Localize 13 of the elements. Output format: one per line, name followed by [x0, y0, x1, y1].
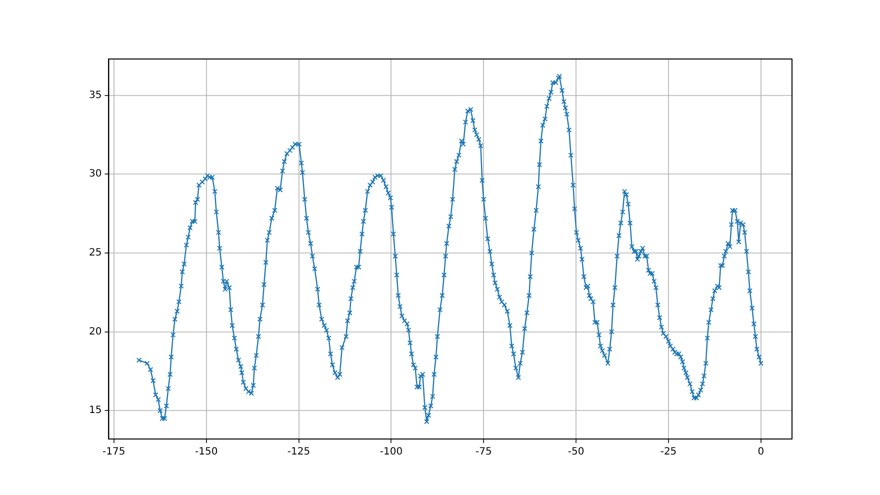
x-tick-label: -175 [102, 446, 126, 458]
x-tick-label: -150 [194, 446, 218, 458]
x-tick-label: -50 [568, 446, 584, 458]
y-tick-label: 30 [88, 168, 102, 180]
y-tick-label: 35 [88, 90, 102, 101]
x-tick-label: -25 [660, 446, 677, 458]
x-tick-label: 0 [758, 446, 764, 458]
y-tick-label: 20 [88, 326, 102, 338]
x-tick-label: -125 [287, 446, 310, 458]
y-tick-label: 25 [88, 248, 102, 259]
x-tick-label: -75 [475, 446, 492, 458]
y-tick-label: 15 [88, 405, 102, 416]
x-tick-label: -100 [380, 446, 403, 458]
